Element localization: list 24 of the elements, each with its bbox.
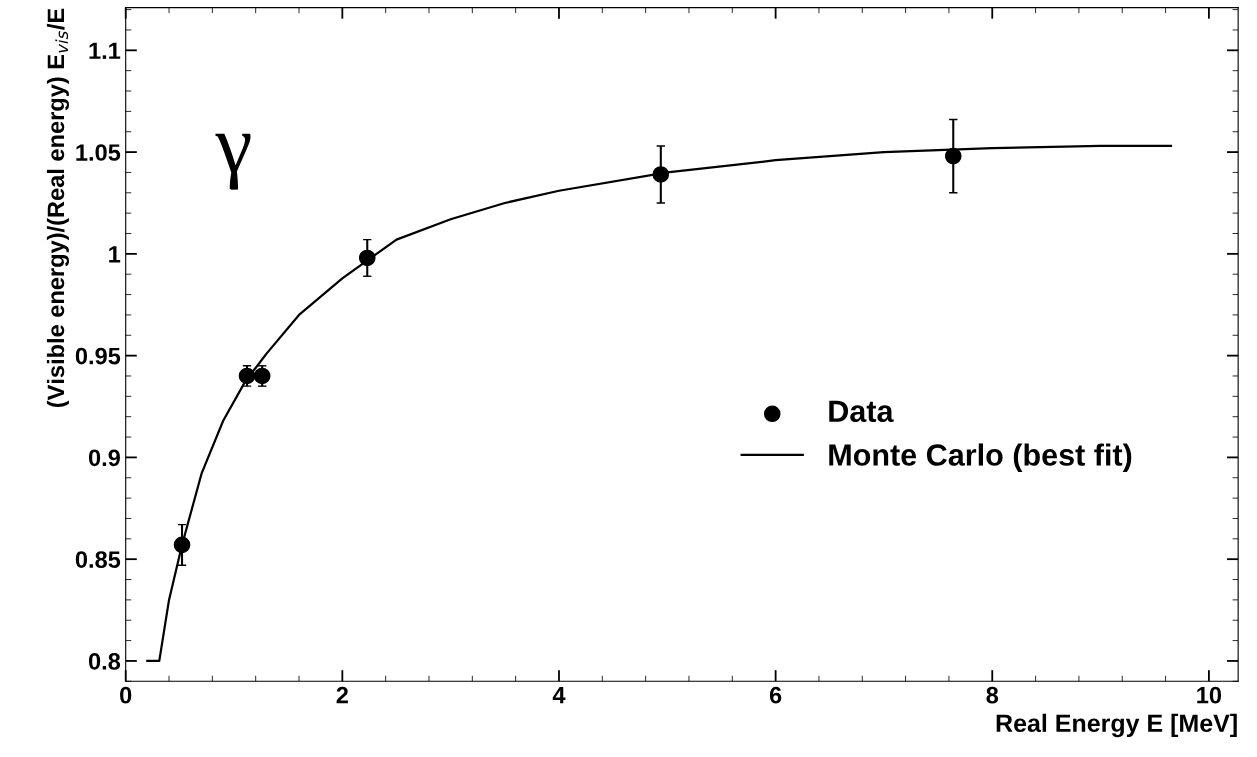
point xyxy=(358,249,376,267)
y-tick-label: 1 xyxy=(109,246,121,263)
y-tick-label: 1.05 xyxy=(76,144,121,161)
y-tick-label: 0.8 xyxy=(88,653,121,670)
legend-label: Monte Carlo (best fit) xyxy=(829,443,1132,472)
point xyxy=(652,166,670,183)
y-tick-label: 1.1 xyxy=(89,42,121,59)
y-tick-label: 0.95 xyxy=(75,347,121,365)
x-tick-label: 8 xyxy=(986,686,999,704)
point xyxy=(253,367,271,385)
legend-label: Data xyxy=(829,400,894,423)
y-axis-title: (Visible energy)/(Real energy) E$_{vis}$/E xyxy=(46,8,70,408)
point xyxy=(944,147,962,165)
x-tick-label: 4 xyxy=(552,687,566,704)
annotation: γ xyxy=(215,133,251,190)
point xyxy=(238,367,256,385)
y-tick-label: 0.9 xyxy=(88,449,120,467)
x-tick-label: 10 xyxy=(1197,686,1222,704)
x-tick-label: 6 xyxy=(769,686,782,704)
point xyxy=(173,536,191,554)
x-tick-label: 2 xyxy=(336,686,348,704)
y-tick-label: 0.85 xyxy=(75,551,121,568)
x-tick-label: 0 xyxy=(120,686,132,704)
x-axis-title: Real Energy E [MeV] xyxy=(996,713,1237,738)
